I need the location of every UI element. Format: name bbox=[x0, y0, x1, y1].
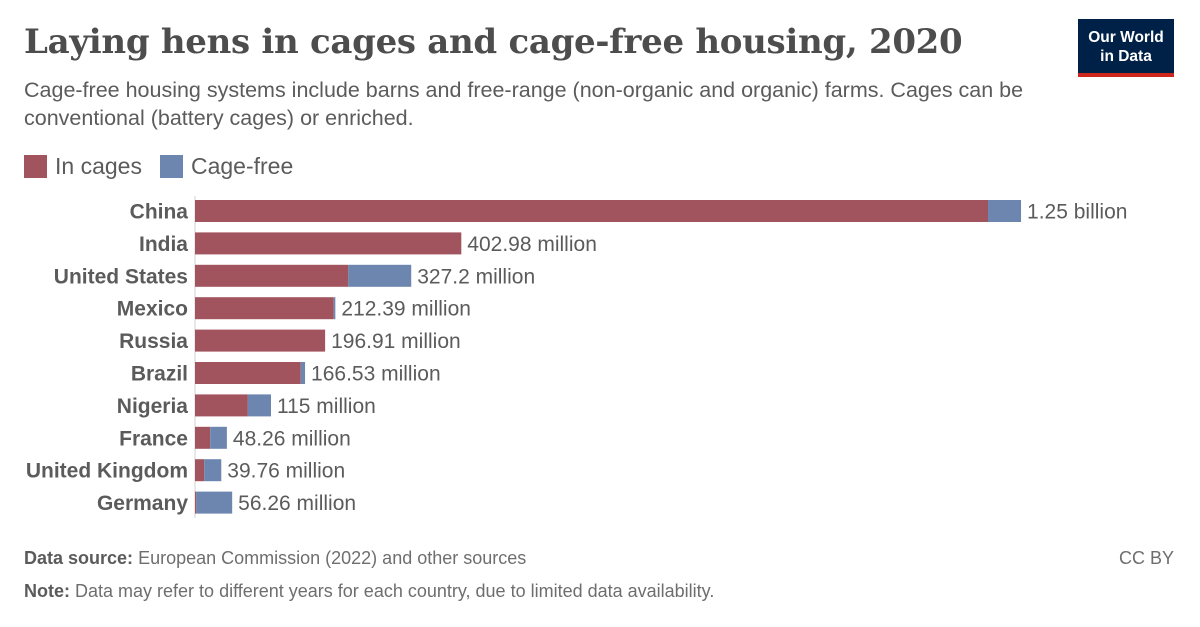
source-label: Data source: bbox=[24, 548, 134, 568]
bar-in-cages-united-kingdom bbox=[195, 459, 205, 482]
bar-cage-free-united-kingdom bbox=[204, 459, 222, 482]
value-label-mexico: 212.39 million bbox=[341, 298, 471, 321]
bar-in-cages-united-states bbox=[195, 264, 349, 287]
legend-swatch-cage-free bbox=[159, 155, 183, 178]
bar-in-cages-india bbox=[195, 232, 462, 255]
category-label-germany: Germany bbox=[97, 492, 188, 515]
value-label-nigeria: 115 million bbox=[277, 395, 376, 418]
value-label-germany: 56.26 million bbox=[238, 492, 356, 515]
bar-in-cages-russia bbox=[195, 329, 326, 352]
category-label-united-kingdom: United Kingdom bbox=[26, 460, 188, 483]
legend-label-cage-free: Cage-free bbox=[190, 153, 294, 179]
category-label-mexico: Mexico bbox=[117, 298, 188, 321]
value-label-china: 1.25 billion bbox=[1027, 201, 1127, 224]
legend-swatch-in-cages bbox=[24, 155, 47, 178]
logo-line-2: in Data bbox=[1100, 48, 1152, 65]
note-label: Note: bbox=[24, 581, 70, 601]
category-label-india: India bbox=[139, 233, 188, 256]
chart-subtitle: Cage-free housing systems include barns … bbox=[24, 78, 1024, 130]
bar-cage-free-united-states bbox=[348, 264, 412, 287]
logo-line-1: Our World bbox=[1088, 29, 1164, 46]
legend-label-in-cages: In cages bbox=[55, 153, 142, 179]
value-label-france: 48.26 million bbox=[233, 427, 351, 450]
value-label-united-kingdom: 39.76 million bbox=[227, 460, 345, 483]
bar-in-cages-france bbox=[195, 426, 211, 449]
category-label-united-states: United States bbox=[54, 265, 188, 288]
category-label-china: China bbox=[130, 201, 189, 224]
bar-cage-free-mexico bbox=[333, 297, 336, 320]
bar-in-cages-nigeria bbox=[195, 394, 248, 417]
bar-cage-free-nigeria bbox=[247, 394, 271, 417]
chart-note: Note: Data may refer to different years … bbox=[24, 581, 714, 602]
source-text[interactable]: European Commission (2022) and other sou… bbox=[138, 548, 527, 568]
value-label-russia: 196.91 million bbox=[331, 330, 461, 353]
license-link[interactable]: CC BY bbox=[1118, 548, 1174, 568]
bar-cage-free-brazil bbox=[300, 362, 306, 384]
bar-chart: China 1.25 billion India 402.98 million Unit… bbox=[26, 196, 1127, 518]
value-label-brazil: 166.53 million bbox=[311, 363, 441, 386]
note-text: Data may refer to different years for ea… bbox=[75, 581, 715, 601]
bar-in-cages-mexico bbox=[195, 297, 334, 320]
bar-cage-free-france bbox=[210, 426, 227, 449]
category-label-brazil: Brazil bbox=[131, 363, 188, 386]
data-source: Data source: European Commission (2022) … bbox=[24, 548, 526, 569]
value-label-united-states: 327.2 million bbox=[417, 265, 535, 288]
legend-item-cage-free[interactable]: Cage-free bbox=[159, 153, 294, 180]
bar-in-cages-china bbox=[195, 200, 988, 222]
category-label-france: France bbox=[119, 427, 188, 450]
bar-in-cages-germany bbox=[195, 491, 197, 514]
category-label-russia: Russia bbox=[119, 330, 188, 353]
bar-cage-free-china bbox=[988, 200, 1022, 222]
legend-item-in-cages[interactable]: In cages bbox=[24, 153, 142, 180]
category-label-nigeria: Nigeria bbox=[117, 395, 189, 418]
chart-title: Laying hens in cages and cage-free housi… bbox=[24, 22, 963, 62]
bar-in-cages-brazil bbox=[195, 362, 301, 384]
owid-logo[interactable]: Our World in Data bbox=[1078, 19, 1174, 77]
value-label-india: 402.98 million bbox=[467, 233, 597, 256]
chart-legend: In cages Cage-free bbox=[24, 153, 311, 180]
bar-cage-free-germany bbox=[196, 491, 233, 514]
